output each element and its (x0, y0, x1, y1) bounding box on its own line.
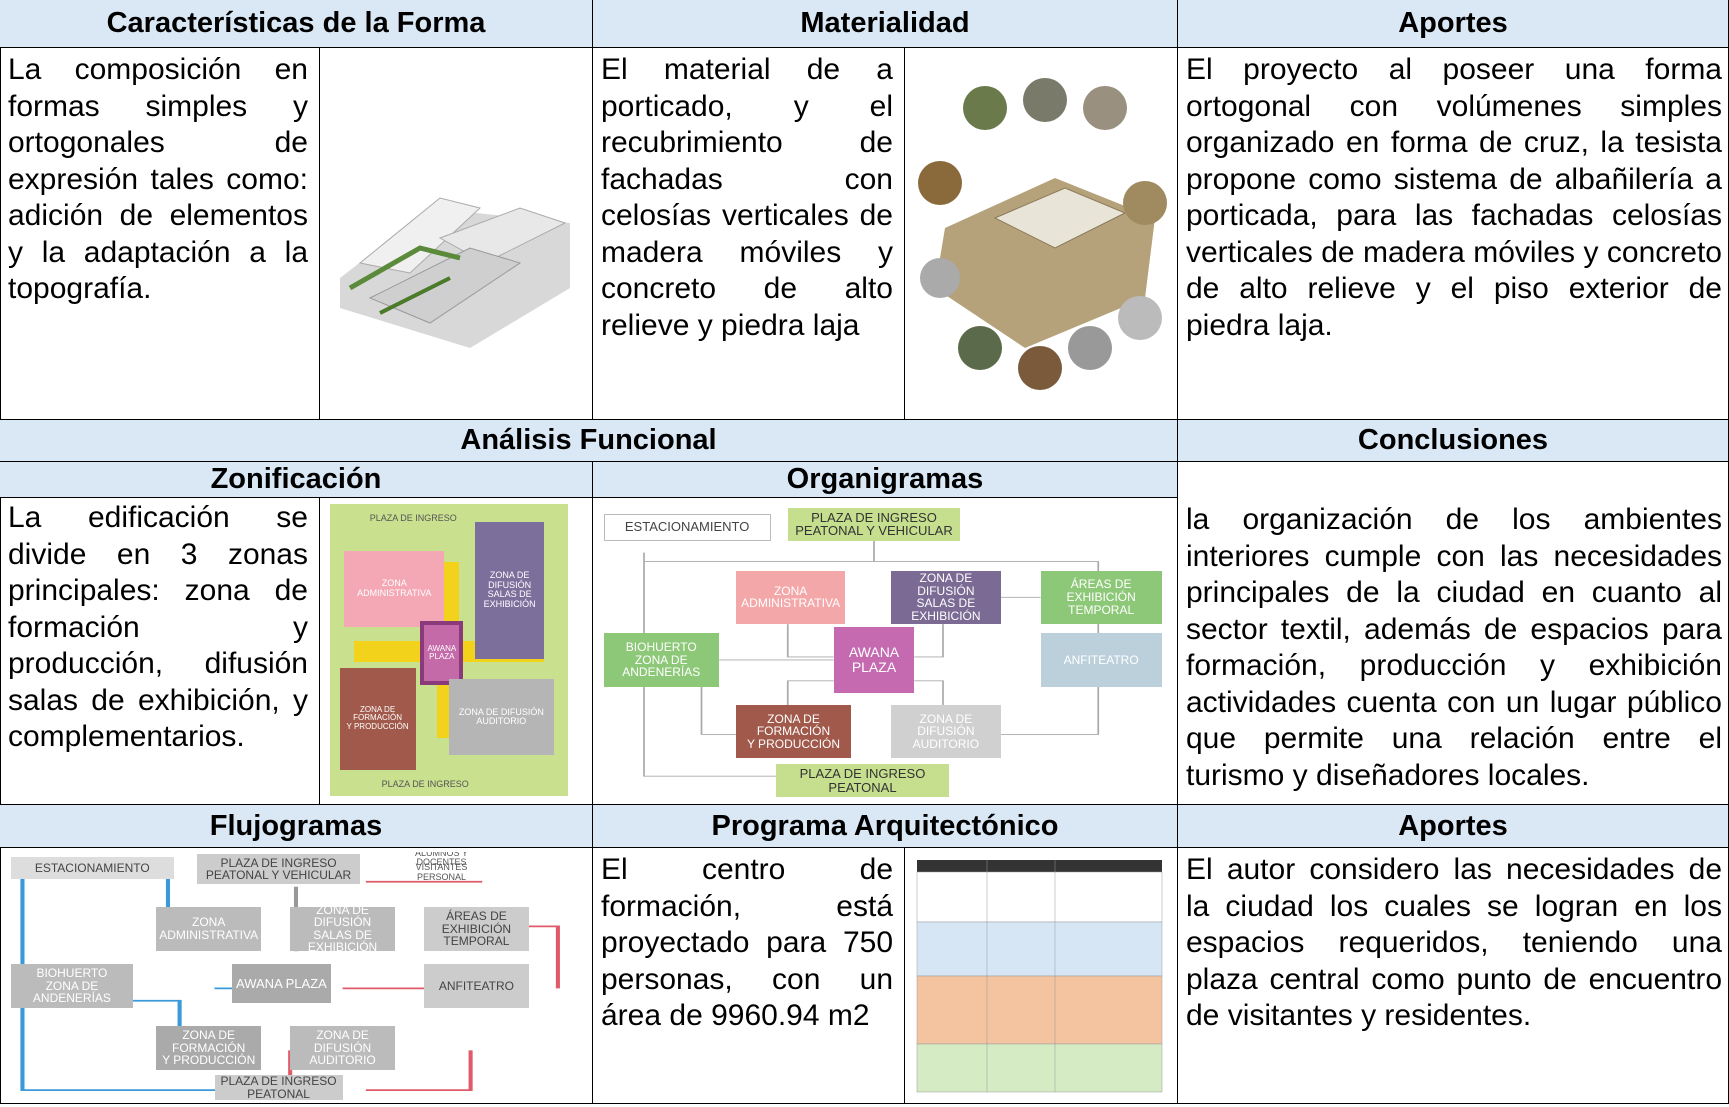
organigrama-diagram: ESTACIONAMIENTO PLAZA DE INGRESO PEATONA… (598, 502, 1173, 800)
org-node: ÁREAS DE EXHIBICIÓN TEMPORAL (1040, 570, 1162, 625)
zone-label: PLAZA DE INGRESO (369, 512, 457, 523)
image-cell (320, 48, 593, 420)
org-node: BIOHUERTO ZONA DE ANDENERÍAS (603, 633, 719, 687)
header-cell: Análisis Funcional (0, 420, 1178, 462)
aportes2-text: El autor considero las necesidades de la… (1186, 853, 1722, 1032)
header-cell: Características de la Forma (0, 0, 593, 48)
flow-node: BIOHUERTO ZONA DE ANDENERÍAS (10, 963, 134, 1009)
flow-node: PLAZA DE INGRESO PEATONAL Y VEHICULAR (197, 854, 360, 885)
zone-label: PLAZA DE INGRESO (381, 778, 469, 789)
zone-label: ZONA DE FORMACIÓN Y PRODUCCIÓN (339, 667, 416, 770)
aportes-text: El proyecto al poseer una forma ortogona… (1186, 53, 1722, 342)
flow-node: PLAZA DE INGRESO PEATONAL (214, 1075, 343, 1100)
zonificacion-diagram: PLAZA DE INGRESO ZONA ADMINISTRATIVA ZON… (330, 504, 568, 796)
org-node: AWANA PLAZA (833, 627, 915, 693)
flow-node: ZONA DE DIFUSIÓN SALAS DE EXHIBICIÓN (290, 903, 395, 954)
render-image (340, 197, 570, 348)
image-cell (905, 48, 1178, 420)
org-node: ESTACIONAMIENTO (603, 513, 771, 541)
org-node: ZONA ADMINISTRATIVA (736, 570, 846, 625)
flow-node: ZONA ADMINISTRATIVA (156, 906, 262, 952)
org-node: PLAZA DE INGRESO PEATONAL Y VEHICULAR (787, 507, 961, 541)
cell (0, 48, 320, 420)
flujograma-diagram: ESTACIONAMIENTO PLAZA DE INGRESO PEATONA… (5, 852, 587, 1100)
org-node: ZONA DE FORMACIÓN Y PRODUCCIÓN (736, 704, 851, 759)
header-cell: Aportes (1178, 805, 1729, 848)
header-cell: Aportes (1178, 0, 1729, 48)
legend-label: PERSONAL (416, 872, 466, 883)
header-cell: Zonificación (0, 462, 593, 498)
cell (593, 48, 905, 420)
program-table-image (916, 860, 1163, 1093)
cell (593, 498, 1178, 805)
org-node: PLAZA DE INGRESO PEATONAL (776, 764, 949, 797)
flow-node: AWANA PLAZA (231, 963, 331, 1004)
forma-text: La composición en formas simples y ortog… (8, 53, 308, 305)
flow-node: ESTACIONAMIENTO (10, 856, 174, 880)
org-node: ZONA DE DIFUSIÓN SALAS DE EXHIBICIÓN (891, 570, 1001, 625)
flow-node: ÁREAS DE EXHIBICIÓN TEMPORAL (424, 906, 529, 952)
zone-label: ZONA ADMINISTRATIVA (344, 550, 445, 627)
zone-label: AWANA PLAZA (420, 620, 464, 686)
header-cell: Flujogramas (0, 805, 593, 848)
programa-text: El centro de formación, está proyectado … (601, 853, 893, 1032)
header-cell: Conclusiones (1178, 420, 1729, 462)
materials-image (918, 78, 1167, 390)
org-node: ZONA DE DIFUSIÓN AUDITORIO (891, 704, 1001, 759)
zonificacion-text: La edificación se divide en 3 zonas prin… (8, 501, 308, 753)
legend-label: ALUMNOS Y DOCENTES (415, 852, 468, 868)
flow-node: ZONA DE FORMACIÓN Y PRODUCCIÓN (156, 1025, 262, 1071)
conclusiones-text: la organización de los ambientes interio… (1186, 503, 1722, 792)
image-cell (320, 498, 593, 805)
zone-label: ZONA DE DIFUSIÓN AUDITORIO (449, 679, 554, 756)
zone-label: ZONA DE DIFUSIÓN SALAS DE EXHIBICIÓN (475, 521, 545, 659)
header-cell: Programa Arquitectónico (593, 805, 1178, 848)
header-cell: Materialidad (593, 0, 1178, 48)
org-node: ANFITEATRO (1040, 633, 1162, 687)
cell (0, 498, 320, 805)
legend-label: VISITANTES (415, 862, 468, 873)
flow-node: ANFITEATRO (424, 963, 529, 1009)
image-cell (905, 848, 1178, 1104)
flow-node: ZONA DE DIFUSIÓN AUDITORIO (290, 1025, 395, 1071)
header-cell: Organigramas (593, 462, 1178, 498)
materialidad-text: El material de a porticado, y el recubri… (601, 53, 893, 342)
